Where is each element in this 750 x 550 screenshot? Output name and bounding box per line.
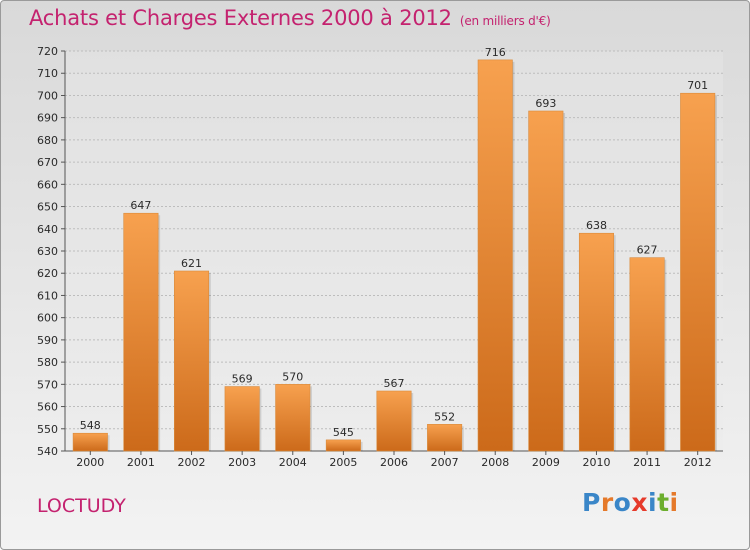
bar-value-label: 621 [181,257,202,270]
y-tick-label: 680 [37,134,58,147]
bar-value-label: 693 [535,97,556,110]
y-tick-label: 600 [37,312,58,325]
x-tick-label: 2005 [329,456,357,469]
y-tick-label: 540 [37,445,58,458]
y-tick-label: 670 [37,156,58,169]
x-tick-label: 2002 [178,456,206,469]
x-tick-label: 2012 [684,456,712,469]
y-tick-label: 700 [37,89,58,102]
logo-letter: o [613,488,632,517]
bar-value-label: 567 [384,377,405,390]
bar [477,59,513,452]
bar [174,270,210,452]
x-tick-label: 2010 [582,456,610,469]
chart-title: Achats et Charges Externes 2000 à 2012 (e… [29,6,551,30]
title-text: Achats et Charges Externes 2000 à 2012 [29,6,452,30]
proxiti-logo: Proxiti [582,488,679,517]
bar-value-label: 545 [333,426,354,439]
bar [123,212,159,452]
y-tick-label: 660 [37,178,58,191]
bar [275,384,311,452]
bar-value-label: 638 [586,219,607,232]
x-tick-label: 2006 [380,456,408,469]
bar-value-label: 548 [80,419,101,432]
logo-letter: t [657,488,670,517]
bar [578,232,614,452]
y-tick-label: 560 [37,401,58,414]
x-tick-label: 2004 [279,456,307,469]
bar-value-label: 570 [282,370,303,383]
y-tick-label: 710 [37,67,58,80]
bar [629,257,665,452]
logo-letter: r [600,488,614,517]
x-tick-label: 2001 [127,456,155,469]
logo-letter: i [669,488,679,517]
y-tick-label: 570 [37,378,58,391]
logo-letter: P [582,488,601,517]
town-name: LOCTUDY [37,495,126,517]
y-tick-label: 690 [37,112,58,125]
bar [224,386,260,452]
bar [325,439,361,452]
bar-value-label: 552 [434,410,455,423]
y-tick-label: 620 [37,267,58,280]
y-tick-label: 590 [37,334,58,347]
y-tick-label: 610 [37,289,58,302]
y-tick-label: 720 [37,45,58,58]
bar-value-label: 627 [637,244,658,257]
bar [427,424,463,452]
y-tick-label: 650 [37,201,58,214]
y-tick-label: 640 [37,223,58,236]
bar [528,110,564,452]
x-tick-label: 2011 [633,456,661,469]
bar-value-label: 701 [687,79,708,92]
x-tick-label: 2008 [481,456,509,469]
logo-letter: i [648,488,658,517]
x-tick-label: 2000 [76,456,104,469]
bar-value-label: 569 [232,373,253,386]
y-tick-label: 550 [37,423,58,436]
x-tick-label: 2007 [431,456,459,469]
x-tick-label: 2009 [532,456,560,469]
x-tick-label: 2003 [228,456,256,469]
y-tick-label: 630 [37,245,58,258]
y-tick-label: 580 [37,356,58,369]
logo-letter: x [631,488,648,517]
bar [72,432,108,452]
bar [376,390,412,452]
bar-value-label: 716 [485,46,506,59]
unit-text: (en milliers d'€) [459,14,551,28]
bar-value-label: 647 [130,199,151,212]
bar [680,92,716,452]
